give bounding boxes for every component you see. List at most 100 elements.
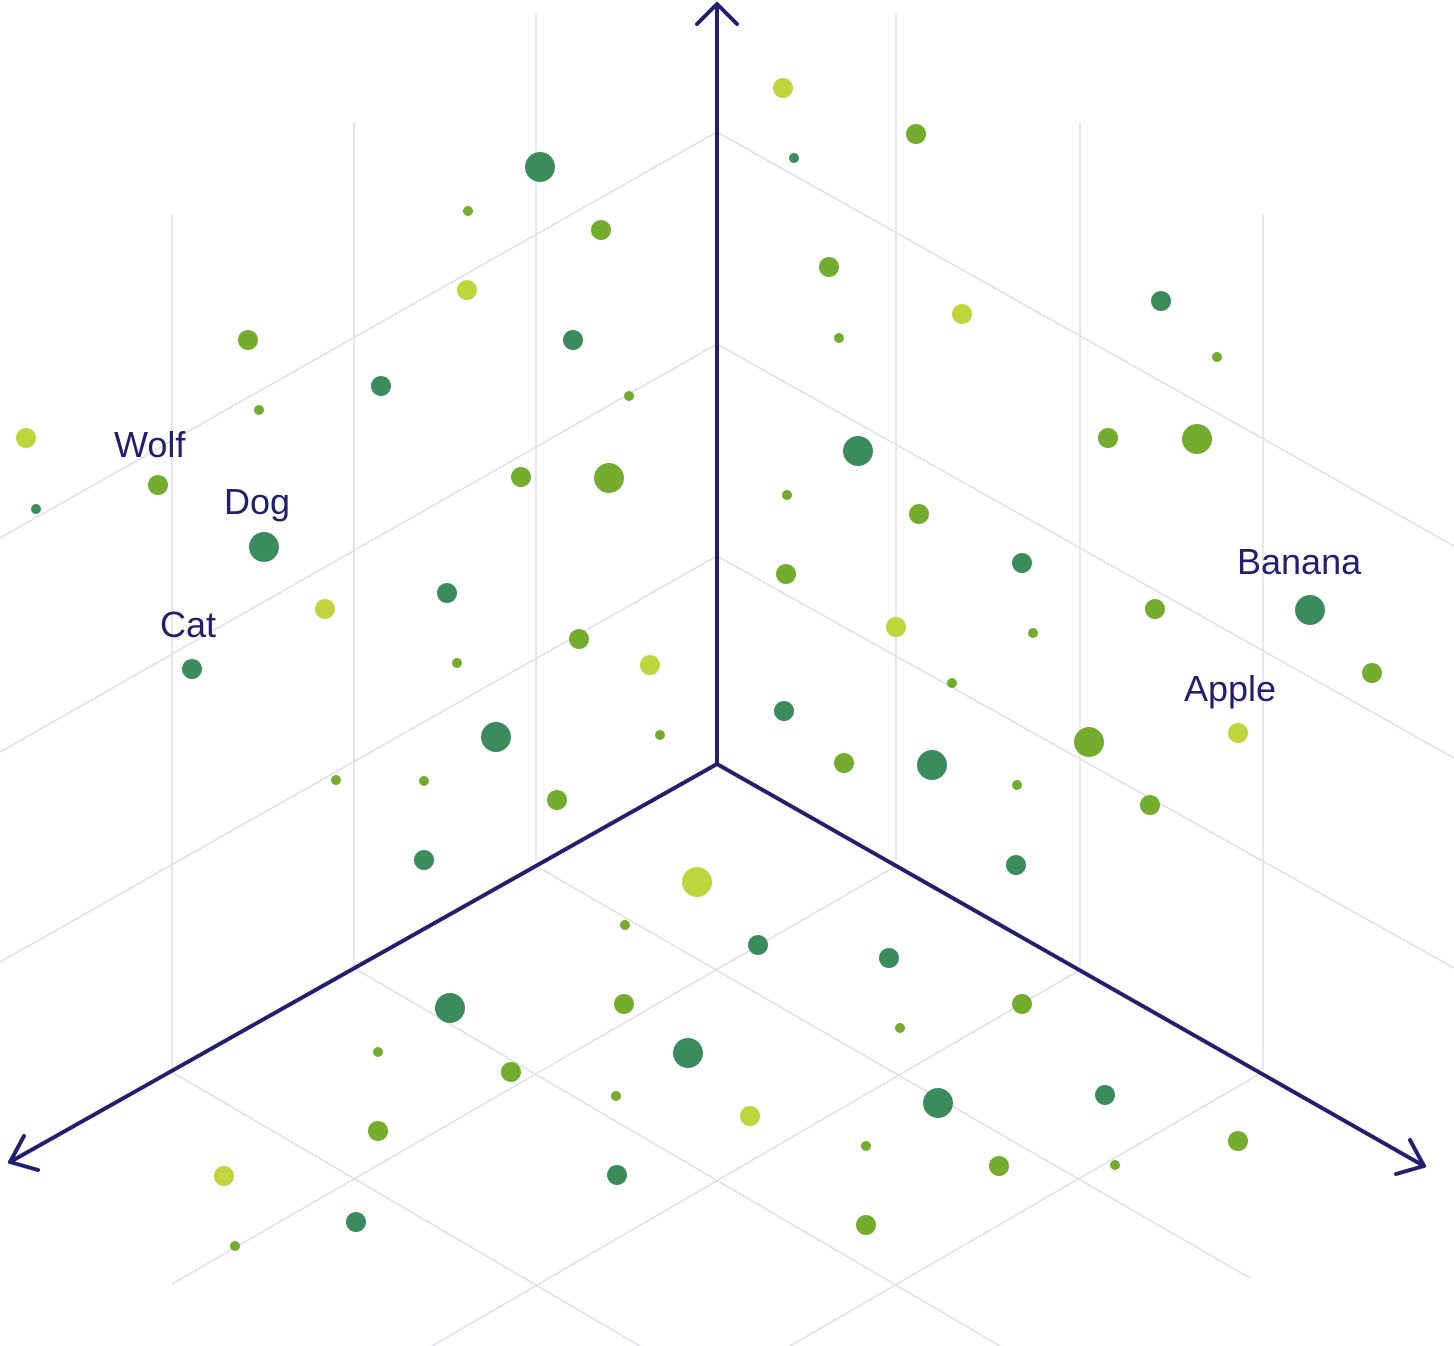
data-point xyxy=(1182,424,1212,454)
data-point xyxy=(481,722,511,752)
data-point xyxy=(1140,795,1160,815)
data-point xyxy=(773,78,793,98)
label-wolf: Wolf xyxy=(114,424,186,465)
data-point xyxy=(435,993,465,1023)
data-point xyxy=(1074,727,1104,757)
label-cat: Cat xyxy=(160,604,216,645)
data-point xyxy=(673,1038,703,1068)
data-point xyxy=(1228,1131,1248,1151)
data-point xyxy=(414,850,434,870)
data-point xyxy=(856,1215,876,1235)
data-point xyxy=(16,428,36,448)
data-point xyxy=(843,436,873,466)
data-point xyxy=(923,1088,953,1118)
data-point xyxy=(620,920,630,930)
data-point xyxy=(511,467,531,487)
grid-line xyxy=(431,969,1081,1346)
left-axis xyxy=(8,762,719,1164)
data-point xyxy=(230,1241,240,1251)
data-point xyxy=(1012,780,1022,790)
right-axis-arrowhead-icon xyxy=(1394,1138,1426,1176)
data-point xyxy=(569,629,589,649)
data-point xyxy=(182,659,202,679)
data-point xyxy=(834,753,854,773)
data-point xyxy=(31,504,41,514)
data-point xyxy=(594,463,624,493)
data-point xyxy=(682,867,712,897)
grid-line xyxy=(171,865,897,1285)
data-point xyxy=(952,304,972,324)
data-point xyxy=(917,750,947,780)
data-point xyxy=(861,1141,871,1151)
data-point xyxy=(501,1062,521,1082)
label-apple: Apple xyxy=(1184,668,1276,709)
data-point xyxy=(452,658,462,668)
data-point xyxy=(1295,595,1325,625)
data-point xyxy=(331,775,341,785)
word-labels: Wolf Dog Cat Banana Apple xyxy=(114,424,1362,709)
data-point xyxy=(947,678,957,688)
grid-line xyxy=(716,555,1454,969)
grid-line xyxy=(171,1071,641,1346)
grid-line xyxy=(0,343,718,753)
data-point xyxy=(1212,352,1222,362)
data-point xyxy=(1151,291,1171,311)
data-point xyxy=(238,330,258,350)
data-point xyxy=(563,330,583,350)
data-point xyxy=(895,1023,905,1033)
grid-line xyxy=(535,865,1251,1279)
data-point xyxy=(148,475,168,495)
data-point xyxy=(886,617,906,637)
data-point xyxy=(315,599,335,619)
data-points xyxy=(16,78,1382,1251)
data-point xyxy=(371,376,391,396)
data-point xyxy=(457,280,477,300)
data-point xyxy=(346,1212,366,1232)
label-dog: Dog xyxy=(224,481,290,522)
data-point xyxy=(909,504,929,524)
data-point xyxy=(989,1156,1009,1176)
data-point xyxy=(640,655,660,675)
data-point xyxy=(748,935,768,955)
data-point xyxy=(368,1121,388,1141)
data-point xyxy=(776,564,796,584)
data-point xyxy=(249,532,279,562)
data-point xyxy=(1012,553,1032,573)
grid-line xyxy=(716,343,1454,759)
data-point xyxy=(437,583,457,603)
data-point xyxy=(1006,855,1026,875)
data-point xyxy=(906,124,926,144)
data-point xyxy=(655,730,665,740)
data-point xyxy=(834,333,844,343)
data-point xyxy=(611,1091,621,1101)
data-point xyxy=(1110,1160,1120,1170)
vertical-axis-arrowhead-icon xyxy=(695,2,739,26)
data-point xyxy=(1228,723,1248,743)
grid-line xyxy=(0,555,718,963)
data-point xyxy=(819,257,839,277)
data-point xyxy=(1028,628,1038,638)
data-point xyxy=(1362,663,1382,683)
left-axis-arrowhead-icon xyxy=(8,1134,40,1172)
data-point xyxy=(1145,599,1165,619)
grid-line xyxy=(789,1071,1264,1346)
data-point xyxy=(254,405,264,415)
data-point xyxy=(1012,994,1032,1014)
data-point xyxy=(624,391,634,401)
data-point xyxy=(740,1106,760,1126)
right-axis xyxy=(715,762,1426,1168)
data-point xyxy=(591,220,611,240)
grid-line xyxy=(0,131,718,539)
grid-line xyxy=(716,131,1454,547)
data-point xyxy=(214,1166,234,1186)
data-point xyxy=(1098,428,1118,448)
data-point xyxy=(373,1047,383,1057)
axes xyxy=(8,2,1426,1176)
data-point xyxy=(614,994,634,1014)
label-banana: Banana xyxy=(1237,541,1362,582)
data-point xyxy=(419,776,429,786)
data-point xyxy=(547,790,567,810)
data-point xyxy=(1095,1085,1115,1105)
